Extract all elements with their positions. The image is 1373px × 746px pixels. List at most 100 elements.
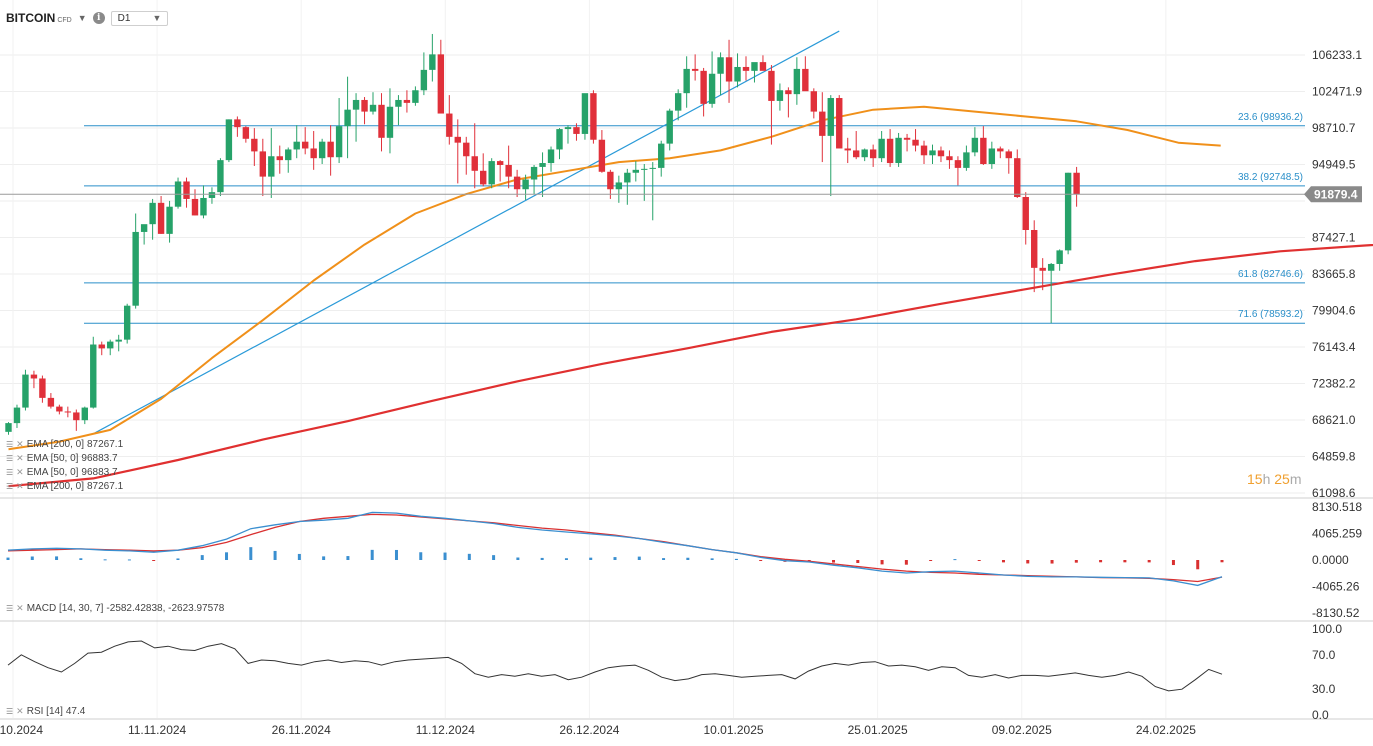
macd-histogram-bar: [1220, 560, 1224, 563]
macd-tick-label: 8130.518: [1312, 500, 1362, 514]
candle-body: [759, 62, 767, 71]
ema50-line: [8, 105, 1221, 451]
candle-body: [878, 138, 885, 159]
candle-body: [912, 139, 919, 146]
candle-body: [819, 111, 826, 136]
date-axis: 27.10.2024 11.11.2024 26.11.2024 11.12.2024…: [0, 723, 1196, 737]
candle-body: [234, 119, 241, 128]
macd-histogram-bar: [492, 555, 496, 560]
macd-histogram-bar: [322, 556, 326, 560]
candle-body: [929, 150, 936, 156]
grid: [0, 0, 1373, 720]
candle-body: [895, 137, 902, 164]
macd-histogram-bar: [1001, 560, 1005, 563]
candle-body: [13, 407, 21, 424]
price-tick-label: 76143.4: [1312, 340, 1356, 354]
candlesticks: [5, 33, 1080, 435]
candle-body: [997, 148, 1004, 152]
macd-histogram-bar: [807, 560, 811, 562]
close-icon[interactable]: ✕: [16, 439, 24, 449]
candle-body: [598, 139, 606, 172]
chevron-down-icon[interactable]: ▼: [77, 13, 87, 23]
macd-histogram-bar: [273, 550, 277, 560]
macd-histogram-bar: [103, 559, 107, 561]
macd-histogram-bar: [734, 558, 738, 560]
candle-body: [471, 156, 478, 171]
macd-histogram-bar: [564, 558, 568, 560]
candle-body: [107, 341, 114, 349]
macd-histogram-bar: [516, 557, 520, 560]
macd-histogram-bar: [686, 557, 690, 560]
ema-lines: [8, 105, 1373, 488]
candle-body: [166, 206, 173, 234]
date-tick-label: 24.02.2025: [1136, 723, 1196, 737]
candle-body: [581, 93, 589, 134]
candle-body: [785, 90, 792, 95]
date-tick-label: 11.12.2024: [416, 723, 475, 737]
candle-body: [513, 176, 521, 190]
candle-body: [505, 164, 512, 177]
close-icon[interactable]: ✕: [16, 481, 24, 491]
macd-histogram-bar: [856, 560, 860, 563]
close-icon[interactable]: ✕: [16, 603, 24, 613]
symbol-name[interactable]: BITCOIN CFD: [6, 11, 72, 25]
candle-body: [1014, 158, 1021, 198]
indicator-label-macd[interactable]: ☰ ✕ MACD [14, 30, 7] -2582.42838, -2623.975…: [6, 603, 225, 614]
candle-body: [971, 137, 979, 153]
price-tick-label: 64859.8: [1312, 450, 1356, 464]
macd-tick-label: -8130.52: [1312, 606, 1360, 620]
close-icon[interactable]: ✕: [16, 706, 24, 716]
candle-body: [827, 98, 834, 136]
candle-body: [946, 156, 953, 161]
candle-body: [47, 397, 55, 407]
ema200-line: [8, 243, 1373, 488]
candle-body: [208, 192, 216, 198]
macd-histogram-bar: [346, 556, 350, 560]
date-tick-label: 10.01.2025: [703, 723, 763, 737]
close-icon[interactable]: ✕: [16, 467, 24, 477]
indicator-label-rsi[interactable]: ☰ ✕ RSI [14] 47.4: [6, 706, 86, 717]
macd-histogram-bar: [710, 558, 714, 560]
price-tag-text: 91879.4: [1314, 187, 1358, 201]
bars-icon: ☰: [6, 482, 14, 491]
close-icon[interactable]: ✕: [16, 453, 24, 463]
indicator-label-ema50[interactable]: ☰ ✕ EMA [50, 0] 96883.7: [6, 453, 118, 464]
bars-icon: ☰: [6, 440, 14, 449]
macd-histogram-bar: [589, 557, 593, 560]
indicator-label-ema200[interactable]: ☰ ✕ EMA [200, 0] 87267.1: [6, 439, 124, 450]
macd-histogram-bar: [225, 552, 229, 560]
info-icon[interactable]: i: [92, 12, 105, 24]
macd-histogram-bar: [467, 553, 471, 560]
macd-histogram-bar: [370, 549, 374, 560]
candle-body: [149, 202, 156, 225]
candle-body: [480, 170, 487, 185]
candle-body: [649, 167, 656, 169]
candle-body: [1031, 229, 1038, 268]
candle-body: [90, 344, 97, 408]
candle-body: [420, 69, 428, 91]
indicator-label-ema50[interactable]: ☰ ✕ EMA [50, 0] 96883.7: [6, 467, 118, 478]
candle-body: [268, 156, 275, 177]
candle-body: [954, 160, 962, 168]
indicator-label-ema200[interactable]: ☰ ✕ EMA [200, 0] 87267.1: [6, 481, 124, 492]
candle-body: [547, 149, 555, 164]
candle-body: [522, 179, 529, 190]
timeframe-select[interactable]: D1 ▼: [110, 10, 169, 26]
price-tick-label: 94949.5: [1312, 157, 1356, 171]
macd-histogram-bar: [613, 557, 617, 560]
candle-body: [793, 68, 801, 95]
rsi-line: [7, 640, 1223, 692]
price-tick-label: 87427.1: [1312, 230, 1356, 244]
bars-icon: ☰: [6, 707, 14, 716]
candle-body: [327, 141, 334, 158]
macd-histogram-bar: [443, 552, 447, 560]
candle-body: [22, 374, 29, 408]
current-price-tag: 91879.4: [0, 186, 1362, 203]
candle-body: [39, 378, 46, 398]
candle-body: [98, 344, 105, 349]
macd-histogram-bar: [832, 560, 836, 563]
date-tick-label: 26.11.2024: [272, 723, 331, 737]
candle-body: [836, 98, 843, 149]
price-tick-label: 102471.9: [1312, 84, 1362, 98]
